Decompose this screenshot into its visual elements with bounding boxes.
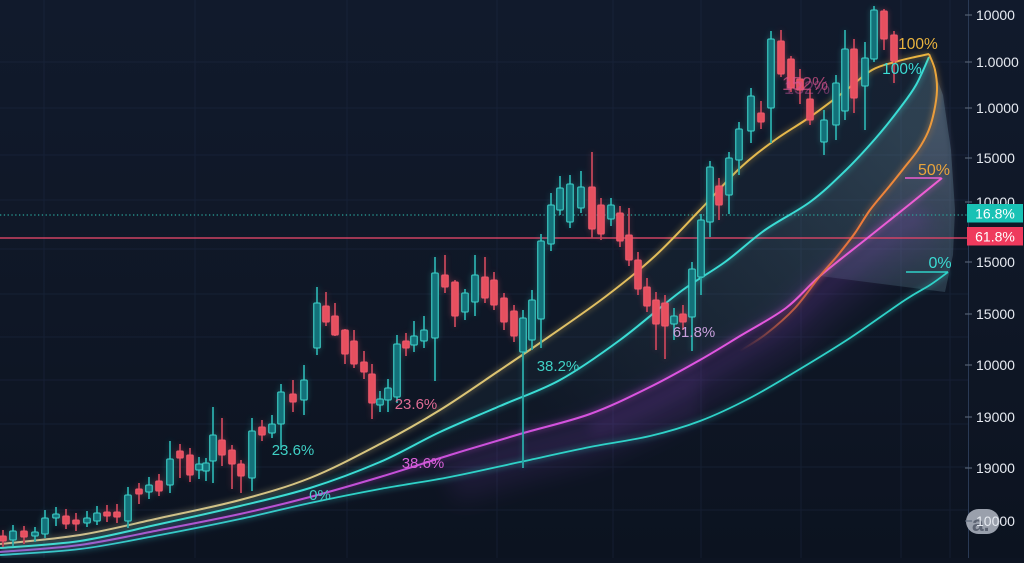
svg-text:16.8%: 16.8% [975,206,1015,222]
svg-text:10000: 10000 [976,357,1015,373]
svg-text:15000: 15000 [976,306,1015,322]
svg-text:38.2%: 38.2% [537,358,580,375]
svg-text:38.6%: 38.6% [402,455,445,472]
svg-text:15000: 15000 [976,254,1015,270]
svg-text:61.8%: 61.8% [673,324,716,341]
svg-text:23.6%: 23.6% [272,442,315,459]
svg-text:50%: 50% [918,162,950,179]
svg-text:a.: a. [972,513,990,536]
svg-text:10000: 10000 [976,513,1015,529]
svg-text:10000: 10000 [976,7,1015,23]
svg-text:152%: 152% [782,74,828,94]
svg-text:1.0000: 1.0000 [976,100,1019,116]
svg-text:100%: 100% [882,61,922,78]
svg-text:100%: 100% [898,36,938,53]
svg-text:0%: 0% [309,487,331,504]
svg-text:19000: 19000 [976,460,1015,476]
svg-text:0%: 0% [928,255,951,272]
svg-text:1.0000: 1.0000 [976,54,1019,70]
svg-text:23.6%: 23.6% [395,396,438,413]
svg-text:15000: 15000 [976,150,1015,166]
svg-text:132%: 132% [784,78,830,98]
svg-text:19000: 19000 [976,409,1015,425]
svg-text:61.8%: 61.8% [975,229,1015,245]
